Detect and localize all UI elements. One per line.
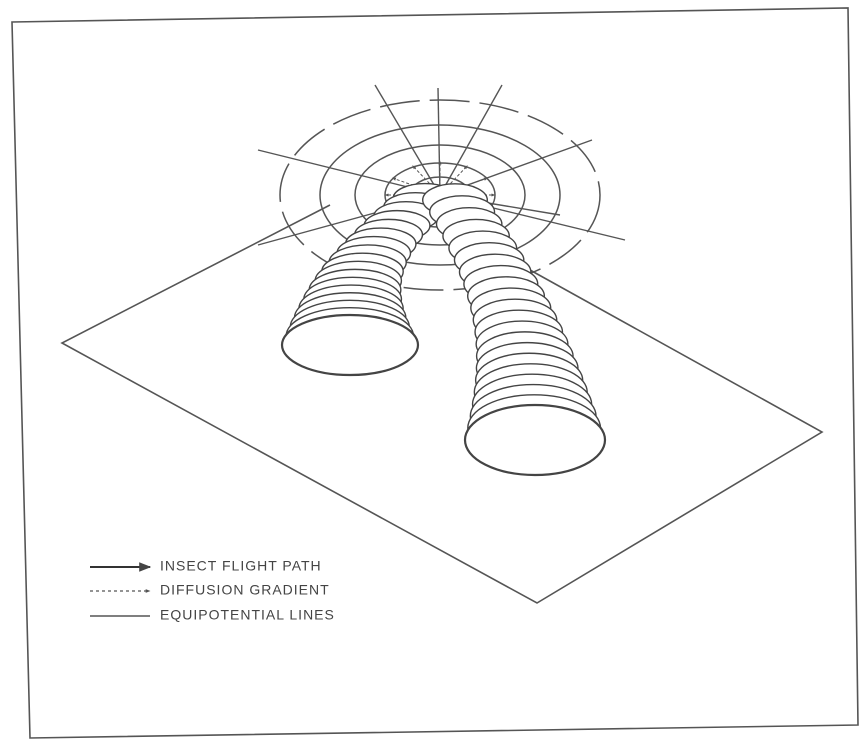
gradient-line	[374, 84, 441, 196]
legend-label: INSECT FLIGHT PATH	[160, 558, 322, 574]
equipotential-ring	[319, 124, 561, 266]
ground-plane	[60, 204, 824, 604]
equipotential-ring	[354, 144, 526, 246]
flight-ring	[280, 313, 420, 377]
equipotential-ring	[279, 99, 601, 291]
gradient-lines	[257, 84, 626, 261]
legend: INSECT FLIGHT PATH DIFFUSION GRADIENT EQ…	[90, 558, 335, 623]
frame	[11, 7, 859, 739]
legend-label: EQUIPOTENTIAL LINES	[160, 607, 335, 623]
gradient-line	[439, 84, 503, 196]
flight-ring	[463, 403, 607, 477]
legend-label: DIFFUSION GRADIENT	[160, 582, 330, 598]
flight-paths	[280, 182, 607, 477]
